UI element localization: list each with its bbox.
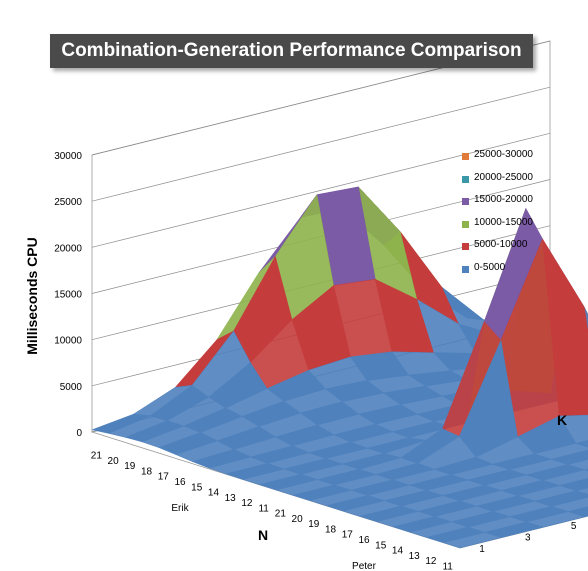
legend-label: 15000-20000 [474, 194, 533, 206]
y-axis-label: Milliseconds CPU [24, 237, 40, 355]
n-tick-label: 13 [409, 551, 421, 562]
n-tick-label: 16 [174, 477, 186, 488]
legend-swatch [462, 175, 469, 183]
legend-item: 15000-20000 [462, 193, 577, 216]
legend-item: 0-5000 [462, 261, 577, 284]
n-axis-label: N [258, 527, 269, 543]
y-tick-label: 5000 [60, 382, 83, 393]
gridline [91, 86, 551, 202]
surface-plot [91, 186, 588, 549]
y-axis-ticks: 0 5000 10000 15000 20000 25000 30000 [54, 151, 82, 439]
n-tick-label: 12 [241, 498, 253, 509]
y-tick-label: 15000 [54, 290, 82, 301]
n-tick-label: 17 [158, 472, 170, 483]
legend-swatch [462, 220, 469, 228]
legend-item: 20000-25000 [462, 171, 577, 194]
chart-title-box: Combination-Generation Performance Compa… [50, 34, 533, 68]
n-tick-label: 15 [375, 540, 387, 551]
legend-swatch [462, 153, 469, 160]
n-tick-label: 20 [108, 456, 120, 467]
n-tick-label: 12 [425, 556, 437, 567]
n-tick-label: 18 [325, 524, 337, 535]
legend-label: 20000-25000 [474, 171, 533, 183]
k-tick-label: 5 [571, 521, 577, 532]
legend-item: 5000-10000 [462, 238, 577, 261]
n-tick-label: 15 [191, 482, 203, 493]
n-tick-label: 21 [275, 509, 287, 520]
k-axis-label: K [557, 412, 568, 428]
legend-label: 10000-15000 [474, 216, 533, 228]
k-tick-label: 1 [479, 544, 485, 555]
k-axis-ticks: 13579111315171921 [479, 521, 577, 555]
n-tick-label: 20 [292, 514, 304, 525]
chart-title: Combination-Generation Performance Compa… [61, 40, 522, 61]
n-tick-label: 14 [392, 546, 404, 557]
n-tick-label: 16 [358, 535, 370, 546]
y-tick-label: 20000 [54, 243, 82, 254]
legend-item: 10000-15000 [462, 216, 577, 239]
n-axis-ticks: 21 20 19 18 17 16 15 14 13 12 11 Erik 21 20 19 18 17 16 15… [91, 451, 453, 571]
n-tick-label: 17 [342, 530, 354, 541]
k-tick-label: 3 [525, 533, 531, 544]
chart-legend: 25000-30000 20000-25000 15000-20000 10000-1… [462, 148, 577, 284]
legend-label: 25000-30000 [474, 149, 533, 160]
n-tick-label: 11 [258, 503, 269, 514]
legend-item: 25000-30000 [462, 148, 577, 171]
n-tick-label: 19 [124, 461, 136, 472]
legend-swatch [462, 198, 469, 206]
n-group-label: Erik [171, 503, 189, 514]
legend-label: 0-5000 [474, 261, 506, 273]
surface-cell [442, 532, 503, 549]
n-tick-label: 11 [442, 561, 453, 571]
n-tick-label: 14 [208, 488, 220, 499]
n-tick-label: 13 [225, 493, 237, 504]
legend-swatch [462, 243, 469, 251]
n-group-label: Peter [352, 561, 377, 571]
gridline [91, 132, 551, 248]
n-tick-label: 21 [91, 451, 103, 462]
y-tick-label: 0 [76, 428, 82, 439]
legend-swatch [462, 265, 469, 273]
y-tick-label: 10000 [54, 336, 82, 347]
n-tick-label: 18 [141, 466, 153, 477]
legend-label: 5000-10000 [474, 239, 528, 251]
n-tick-label: 19 [308, 519, 320, 530]
y-tick-label: 30000 [54, 151, 82, 162]
y-tick-label: 25000 [54, 197, 82, 208]
